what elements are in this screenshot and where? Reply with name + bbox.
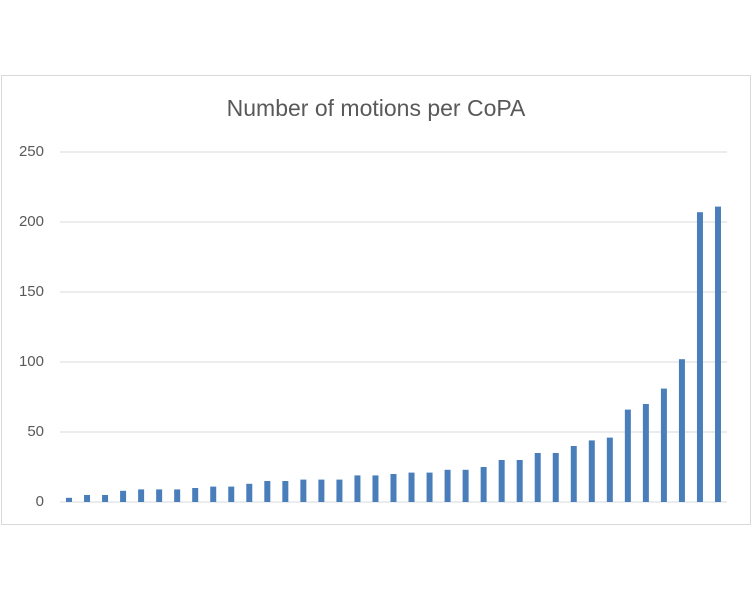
bar [534, 453, 541, 502]
bar [570, 446, 577, 502]
bar [678, 359, 685, 502]
bar [102, 495, 109, 502]
bar [300, 479, 307, 502]
bar [228, 486, 235, 502]
chart-border [1, 75, 751, 525]
bar [462, 469, 469, 502]
bar [174, 489, 181, 502]
bar [246, 483, 253, 502]
bar [444, 469, 451, 502]
y-tick-label: 150 [19, 283, 44, 300]
bar [156, 489, 163, 502]
bar [120, 490, 127, 502]
bar [408, 472, 415, 502]
bar [660, 388, 667, 502]
y-tick-label: 100 [19, 353, 44, 370]
bar [66, 497, 73, 502]
bar [264, 481, 271, 502]
bar [282, 481, 289, 502]
bar [714, 206, 721, 502]
bar [498, 460, 505, 502]
bar [84, 495, 91, 502]
y-tick-label: 200 [19, 213, 44, 230]
bar [606, 437, 613, 502]
bar [372, 475, 379, 502]
y-tick-label: 250 [19, 143, 44, 160]
chart-title: Number of motions per CoPA [227, 95, 526, 121]
bar [642, 404, 649, 502]
bar [552, 453, 559, 502]
bar [318, 479, 325, 502]
bar [336, 479, 343, 502]
bar [588, 440, 595, 502]
bar [516, 460, 523, 502]
bar [210, 486, 217, 502]
y-tick-label: 0 [36, 493, 44, 510]
y-tick-label: 50 [27, 423, 44, 440]
bar [480, 467, 487, 502]
bar [696, 212, 703, 502]
bar [426, 472, 433, 502]
bar [624, 409, 631, 502]
bar [138, 489, 145, 502]
bar [192, 488, 199, 502]
bar [390, 474, 397, 502]
bar [354, 475, 361, 502]
